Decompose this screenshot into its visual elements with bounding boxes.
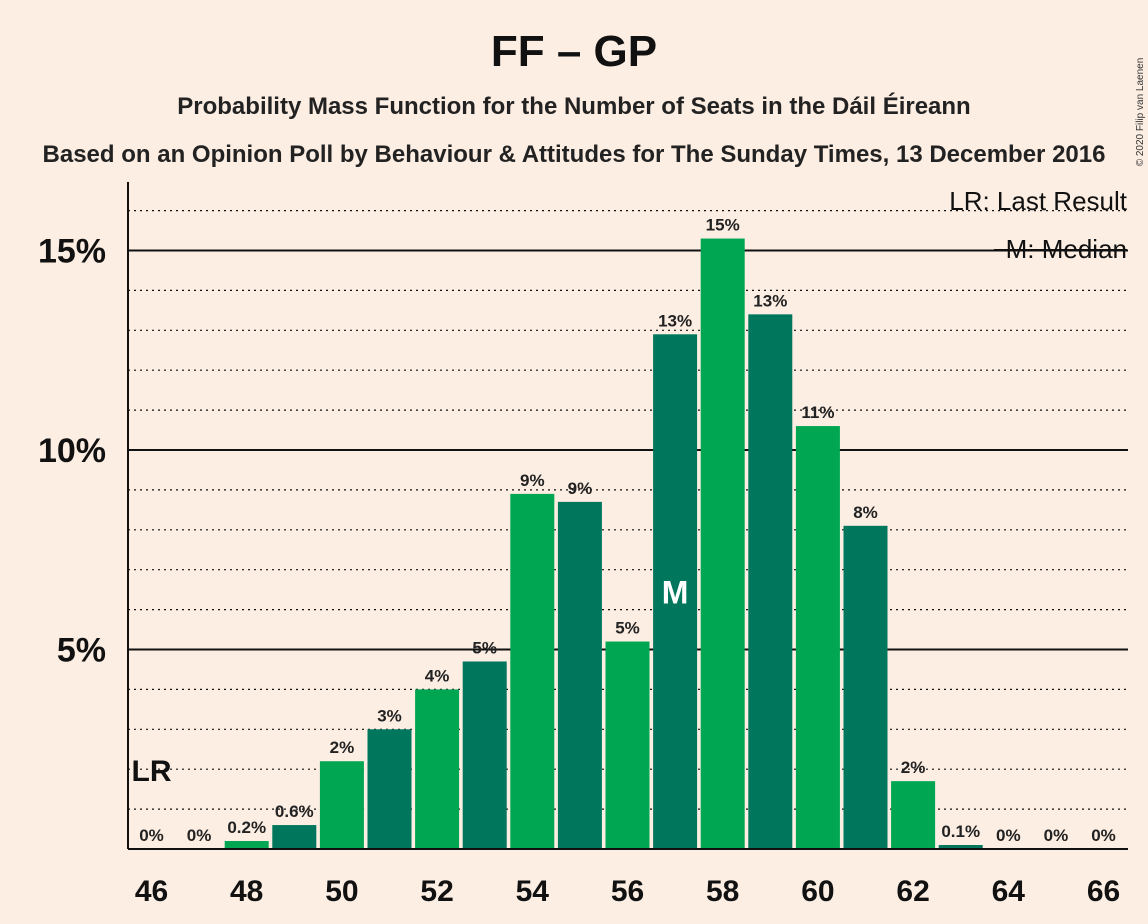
bar-seats-51 bbox=[368, 729, 412, 849]
value-label-64: 0% bbox=[996, 826, 1021, 845]
x-tick-label: 64 bbox=[992, 875, 1026, 908]
x-tick-label: 66 bbox=[1087, 875, 1120, 908]
x-tick-label: 48 bbox=[230, 875, 263, 908]
x-tick-label: 46 bbox=[135, 875, 168, 908]
value-label-59: 13% bbox=[753, 291, 787, 310]
x-tick-label: 56 bbox=[611, 875, 644, 908]
bar-seats-54 bbox=[510, 494, 554, 849]
x-tick-label: 50 bbox=[325, 875, 358, 908]
y-axis-ticks: 5% 10% 15% bbox=[38, 233, 106, 670]
value-label-62: 2% bbox=[901, 758, 926, 777]
value-label-53: 5% bbox=[472, 638, 497, 657]
x-axis-ticks: 46 48 50 52 54 56 58 60 62 64 66 bbox=[135, 875, 1120, 908]
value-label-56: 5% bbox=[615, 619, 640, 638]
bar-seats-55 bbox=[558, 502, 602, 849]
x-tick-label: 62 bbox=[896, 875, 929, 908]
value-label-65: 0% bbox=[1044, 826, 1069, 845]
value-label-48: 0.2% bbox=[227, 818, 266, 837]
y-tick-label: 15% bbox=[38, 233, 106, 271]
bar-seats-48 bbox=[225, 841, 269, 849]
x-tick-label: 54 bbox=[516, 875, 550, 908]
x-tick-label: 58 bbox=[706, 875, 739, 908]
bar-seats-53 bbox=[463, 661, 507, 849]
value-label-57: 13% bbox=[658, 311, 692, 330]
value-label-50: 2% bbox=[330, 738, 355, 757]
y-tick-label: 5% bbox=[57, 632, 106, 670]
legend-last-result: LR: Last Result bbox=[949, 186, 1128, 216]
value-label-55: 9% bbox=[568, 479, 593, 498]
y-tick-label: 10% bbox=[38, 432, 106, 470]
x-tick-label: 52 bbox=[420, 875, 453, 908]
bar-seats-58 bbox=[701, 239, 745, 849]
chart-subtitle-source: Based on an Opinion Poll by Behaviour & … bbox=[43, 141, 1106, 168]
chart-title: FF – GP bbox=[491, 27, 657, 76]
x-tick-label: 60 bbox=[801, 875, 834, 908]
chart-subtitle: Probability Mass Function for the Number… bbox=[177, 92, 970, 120]
value-label-51: 3% bbox=[377, 706, 402, 725]
value-label-66: 0% bbox=[1091, 826, 1116, 845]
bar-seats-52 bbox=[415, 689, 459, 849]
value-label-52: 4% bbox=[425, 666, 450, 685]
value-label-46: 0% bbox=[139, 826, 164, 845]
bar-seats-56 bbox=[606, 642, 650, 849]
bar-seats-60 bbox=[796, 426, 840, 849]
value-label-60: 11% bbox=[801, 403, 834, 422]
bar-seats-50 bbox=[320, 761, 364, 849]
value-label-49: 0.6% bbox=[275, 802, 314, 821]
value-label-58: 15% bbox=[706, 216, 740, 235]
last-result-marker: LR bbox=[132, 755, 172, 788]
value-label-61: 8% bbox=[853, 503, 878, 522]
bar-seats-61 bbox=[844, 526, 888, 849]
value-label-63: 0.1% bbox=[941, 822, 980, 841]
bar-seats-62 bbox=[891, 781, 935, 849]
value-label-54: 9% bbox=[520, 471, 545, 490]
median-marker: M bbox=[662, 575, 689, 611]
bar-seats-49 bbox=[272, 825, 316, 849]
copyright-notice: © 2020 Filip van Laenen bbox=[1135, 58, 1146, 167]
bar-seats-59 bbox=[748, 314, 792, 849]
value-label-47: 0% bbox=[187, 826, 212, 845]
